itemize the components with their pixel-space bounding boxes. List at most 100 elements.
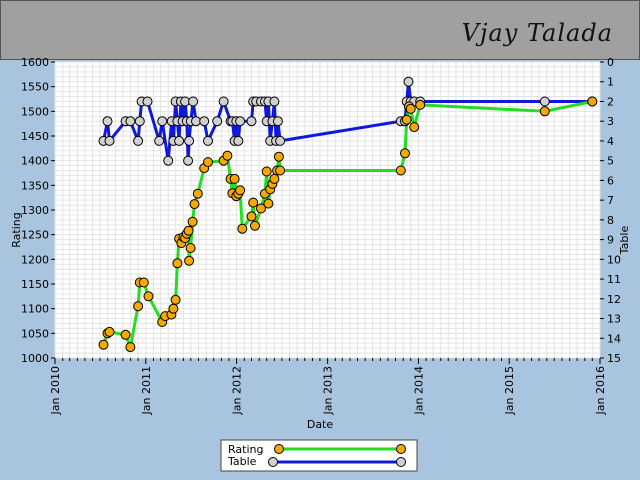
legend-rating-marker-end [396,444,406,454]
y-tick-label: 1450 [21,130,49,143]
legend-box [220,439,418,472]
y2-axis-label: Table [618,226,631,256]
x-tick-label: Jan 2011 [140,366,153,415]
rating-point [125,342,136,353]
y2-tick-label: 11 [607,273,621,286]
table-point [157,116,168,127]
table-point [134,116,145,127]
rating-point [273,151,284,162]
legend-rating-label: Rating [228,443,263,456]
table-point [403,76,414,87]
y2-tick-label: 1 [607,76,614,89]
table-point [539,96,550,107]
rating-point [246,211,257,222]
x-tick-label: Jan 2013 [322,366,335,415]
y-tick-label: 1150 [21,278,49,291]
rating-point [185,243,196,253]
y2-tick-label: 9 [607,234,614,247]
rating-point [168,303,179,314]
rating-point [415,99,426,110]
table-point [142,96,153,107]
y-tick-label: 1350 [21,179,49,192]
table-point [235,116,246,127]
table-point [212,116,223,127]
y2-tick-label: 10 [607,253,621,266]
y-tick-label: 1100 [21,303,49,316]
table-point [191,116,201,127]
rating-point [189,199,200,210]
rating-point [250,220,260,231]
y-tick-label: 1400 [21,155,49,168]
rating-point [409,122,420,133]
rating-point [170,294,181,305]
axes: 1000105011001150120012501300135014001450… [21,56,621,415]
rating-point [275,165,286,176]
y2-tick-label: 6 [607,174,614,187]
rating-point [395,165,406,176]
table-series-line [102,80,593,163]
rating-point [222,150,233,161]
rating-point [203,157,213,168]
legend-table-marker-end [396,457,406,467]
legend-table-marker-start [268,457,278,467]
rating-point [138,277,149,288]
rating-point [269,173,280,184]
table-point [246,116,257,127]
y2-tick-label: 13 [607,313,621,326]
y2-tick-label: 7 [607,194,614,207]
table-point [174,135,185,146]
rating-point [104,326,115,337]
rating-point [256,203,266,214]
y2-tick-label: 4 [607,135,614,148]
chart-header: Vjay Talada [0,0,640,60]
y2-tick-label: 0 [607,56,614,69]
y2-tick-label: 3 [607,115,614,128]
rating-point [237,223,248,234]
table-point [163,155,174,166]
rating-point [400,148,410,159]
rating-point [587,96,598,107]
rating-point [405,103,416,114]
x-tick-label: Jan 2010 [49,366,62,415]
rating-point [263,198,274,209]
y-tick-label: 1600 [21,56,49,69]
table-point [233,135,244,146]
table-point [218,96,229,107]
x-tick-label: Jan 2012 [231,366,244,415]
y-tick-label: 1300 [21,204,49,217]
rating-point [172,258,183,269]
x-tick-label: Jan 2015 [503,366,516,415]
table-point [154,135,165,146]
y2-tick-label: 15 [607,352,621,365]
table-point [203,135,213,146]
table-point [133,135,144,146]
y2-tick-label: 5 [607,155,614,168]
y-tick-label: 1050 [21,327,49,340]
y-tick-label: 1250 [21,229,49,242]
chart-owner-name: Vjay Talada [461,19,613,47]
rating-point [401,114,412,125]
legend-rating-marker-start [274,444,284,454]
rating-point [183,225,194,236]
table-point [272,116,283,127]
table-point [199,116,210,127]
rating-point [235,185,246,196]
table-point [275,135,286,146]
rating-point [133,301,144,312]
table-point [104,135,115,146]
rating-point [229,173,240,184]
y-tick-label: 1500 [21,105,49,118]
rating-point [143,291,154,302]
rating-point [192,188,203,199]
y-tick-label: 1200 [21,253,49,266]
y2-tick-label: 2 [607,95,614,108]
y-tick-label: 1000 [21,352,49,365]
table-point [184,135,195,146]
rating-point [120,329,131,340]
y2-tick-label: 14 [607,332,621,345]
table-point [125,116,136,127]
table-point [188,96,199,107]
rating-point [184,255,195,266]
rating-point [248,197,259,208]
